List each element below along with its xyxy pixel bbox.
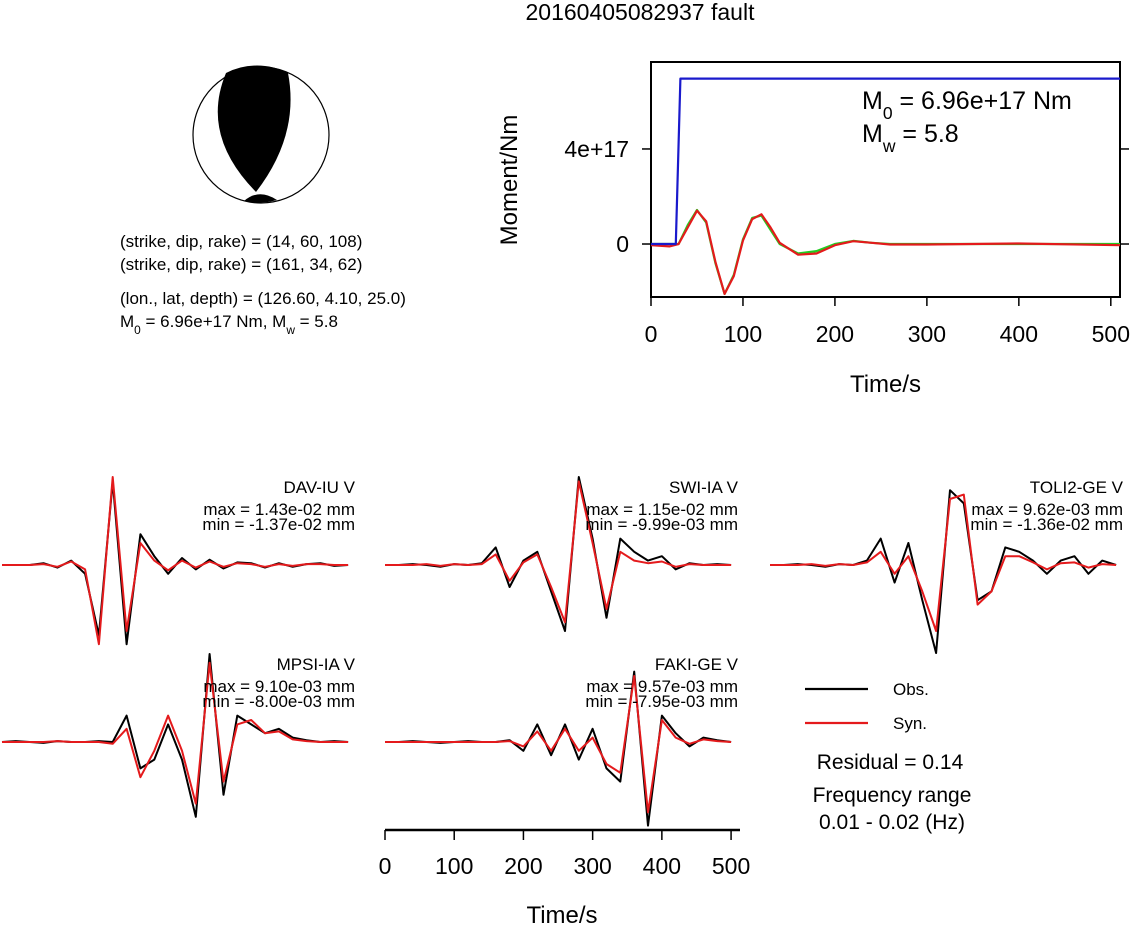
station-max: max = 1.15e-02 mm — [586, 500, 738, 519]
subscript: w — [882, 136, 896, 156]
x-tick-label: 400 — [1000, 321, 1038, 347]
station-name: TOLI2-GE V — [1030, 478, 1124, 497]
mechanism-line: (lon., lat, depth) = (126.60, 4.10, 25.0… — [120, 289, 406, 308]
legend-label: Obs. — [893, 680, 929, 699]
annotation: Mw = 5.8 — [862, 120, 959, 156]
syn-trace — [2, 661, 349, 805]
subscript: 0 — [134, 323, 141, 337]
syn-trace — [2, 476, 349, 646]
subscript: w — [285, 323, 295, 337]
syn-trace — [385, 480, 732, 624]
x-axis-label: Time/s — [850, 371, 921, 398]
residual: Residual = 0.14 — [817, 751, 964, 774]
y-tick-label: 4e+17 — [564, 136, 629, 162]
mechanism-line: (strike, dip, rake) = (161, 34, 62) — [120, 255, 362, 274]
station-min: min = -1.37e-02 mm — [202, 515, 355, 534]
station-max: max = 1.43e-02 mm — [203, 500, 355, 519]
station-max: max = 9.57e-03 mm — [586, 677, 738, 696]
text-part: = 5.8 — [895, 120, 958, 148]
x-tick-label: 300 — [908, 321, 946, 347]
station-min: min = -9.99e-03 mm — [585, 515, 738, 534]
station-name: FAKI-GE V — [655, 655, 739, 674]
text-part: M — [862, 120, 883, 148]
x-tick-label: 0 — [645, 321, 658, 347]
x-tick-label: 200 — [504, 853, 542, 879]
text-part: = 6.96e+17 Nm — [893, 87, 1072, 115]
x-tick-label: 100 — [724, 321, 762, 347]
title: 20160405082937 fault — [526, 0, 756, 25]
x-tick-label: 500 — [712, 853, 750, 879]
text-part: M — [120, 312, 134, 331]
y-tick-label: 0 — [616, 231, 629, 257]
station-name: DAV-IU V — [284, 478, 356, 497]
x-tick-label: 0 — [379, 853, 392, 879]
text-part: = 6.96e+17 Nm, M — [141, 312, 287, 331]
station-name: SWI-IA V — [669, 478, 739, 497]
x-tick-label: 500 — [1092, 321, 1130, 347]
moment-line: M0 = 6.96e+17 Nm, Mw = 5.8 — [120, 312, 338, 337]
x-tick-label: 300 — [573, 853, 611, 879]
y-axis-label: Moment/Nm — [496, 115, 523, 246]
legend-label: Syn. — [893, 714, 927, 733]
frequency: Frequency range — [813, 784, 972, 807]
plot-frame — [650, 61, 1121, 298]
station-name: MPSI-IA V — [277, 655, 356, 674]
text-part: M — [862, 87, 883, 115]
syn-trace — [385, 675, 732, 814]
station-min: min = -1.36e-02 mm — [970, 515, 1123, 534]
series-line — [650, 209, 1121, 295]
beachball — [192, 65, 330, 204]
annotation: M0 = 6.96e+17 Nm — [862, 87, 1072, 123]
station-min: min = -8.00e-03 mm — [202, 692, 355, 711]
mechanism-line: (strike, dip, rake) = (14, 60, 108) — [120, 232, 362, 251]
station-min: min = -7.95e-03 mm — [585, 692, 738, 711]
frequency: 0.01 - 0.02 (Hz) — [819, 811, 965, 834]
x-tick-label: 400 — [643, 853, 681, 879]
series-line — [651, 77, 1120, 246]
station-max: max = 9.62e-03 mm — [971, 500, 1123, 519]
station-max: max = 9.10e-03 mm — [203, 677, 355, 696]
x-tick-label: 200 — [816, 321, 854, 347]
x-axis-label: Time/s — [526, 902, 597, 927]
text-part: = 5.8 — [295, 312, 338, 331]
x-tick-label: 100 — [435, 853, 473, 879]
syn-trace — [770, 493, 1117, 632]
subscript: 0 — [883, 103, 893, 123]
